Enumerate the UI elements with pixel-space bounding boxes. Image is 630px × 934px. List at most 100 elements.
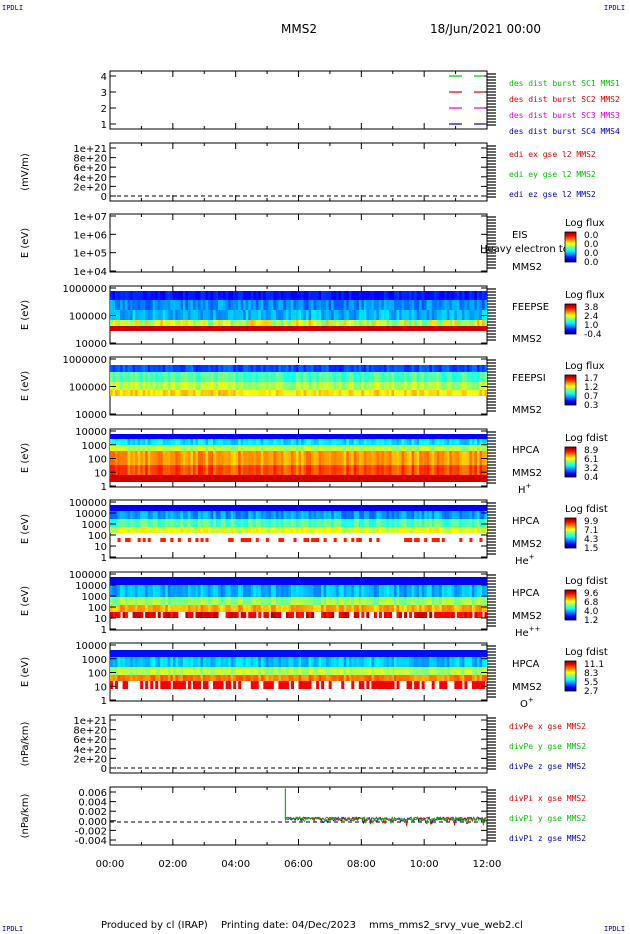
spectrogram-cell: [373, 650, 377, 657]
spectrogram-cell: [253, 465, 257, 475]
spectrogram-cell: [351, 382, 355, 390]
spectrogram-cell: [416, 434, 420, 439]
spectrogram-cell: [165, 650, 169, 657]
spectrogram-cell: [416, 465, 420, 475]
spectrogram-cell: [243, 511, 247, 519]
spectrogram-cell: [190, 519, 194, 527]
spectrogram-cell: [368, 382, 372, 390]
spectrogram-cell: [411, 667, 415, 675]
spectrogram-cell: [313, 585, 317, 597]
spectrogram-cell: [383, 439, 387, 445]
spectrogram-cell: [192, 527, 196, 533]
spectrogram-cell: [295, 439, 299, 445]
spectrogram-cell: [419, 465, 423, 475]
spectrogram-cell: [466, 365, 470, 372]
spectrogram-cell: [215, 527, 219, 533]
spectrogram-cell: [132, 650, 136, 657]
spectrogram-cell: [255, 605, 259, 612]
spectrogram-cell: [394, 675, 398, 681]
spectrogram-cell: [120, 505, 124, 511]
spectrogram-cell: [394, 465, 398, 475]
spectrogram-cell: [167, 320, 171, 326]
spectrogram-cell: [479, 650, 483, 657]
spectrogram-cell: [396, 597, 400, 605]
spectrogram-cell: [328, 597, 332, 605]
spectrogram-cell: [466, 511, 470, 519]
spectrogram-cell: [208, 605, 212, 612]
spectrogram-cell: [464, 612, 468, 618]
spectrogram-cell: [220, 434, 224, 439]
spectrogram-cell: [363, 519, 367, 527]
spectrogram-cell: [298, 434, 302, 439]
spectrogram-cell: [358, 445, 362, 451]
spectrogram-cell: [353, 434, 357, 439]
spectrogram-cell: [444, 365, 448, 372]
spectrogram-cell: [117, 465, 121, 475]
spectrogram-cell: [361, 434, 365, 439]
spectrogram-cell: [416, 605, 420, 612]
spectrogram-cell: [167, 612, 171, 618]
spectrogram-cell: [376, 451, 380, 465]
corner-tag-top-left: IPDLI: [2, 4, 24, 12]
spectrogram-cell: [306, 577, 310, 585]
spectrogram-cell: [160, 605, 164, 612]
spectrogram-cell: [416, 445, 420, 451]
spectrogram-cell: [301, 505, 305, 511]
spectrogram-cell: [265, 597, 269, 605]
spectrogram-cell: [303, 527, 307, 533]
spectrogram-cell: [147, 667, 151, 675]
spectrogram-cell: [464, 310, 468, 320]
spectrogram-cell: [218, 372, 222, 382]
spectrogram-cell: [130, 465, 134, 475]
spectrogram-cell: [318, 310, 322, 320]
spectrogram-cell: [278, 382, 282, 390]
spectrogram-cell: [258, 451, 262, 465]
spectrogram-cell: [414, 538, 418, 542]
spectrogram-cell: [142, 451, 146, 465]
spectrogram-cell: [240, 667, 244, 675]
spectrogram-cell: [218, 650, 222, 657]
spectrogram-cell: [170, 519, 174, 527]
spectrogram-cell: [411, 577, 415, 585]
spectrogram-cell: [401, 365, 405, 372]
spectrogram-cell: [238, 657, 242, 667]
spectrogram-cell: [323, 372, 327, 382]
spectrogram-cell: [250, 505, 254, 511]
spectrogram-cell: [110, 605, 114, 612]
spectrogram-cell: [444, 326, 448, 331]
spectrogram-cell: [464, 585, 468, 597]
spectrogram-cell: [270, 365, 274, 372]
spacecraft-label: MMS2: [512, 334, 542, 345]
spectrogram-cell: [170, 300, 174, 310]
spectrogram-cell: [328, 300, 332, 310]
spectrogram-cell: [424, 597, 428, 605]
spectrogram-cell: [130, 585, 134, 597]
spectrogram-cell: [278, 434, 282, 439]
spectrogram-cell: [187, 527, 191, 533]
spectrogram-cell: [122, 310, 126, 320]
spectrogram-cell: [368, 320, 372, 326]
spectrogram-cell: [394, 451, 398, 465]
spectrogram-cell: [150, 577, 154, 585]
spectrogram-cell: [353, 650, 357, 657]
spectrogram-cell: [253, 439, 257, 445]
spectrogram-cell: [391, 667, 395, 675]
spectrogram-cell: [326, 505, 330, 511]
spectrogram-cell: [341, 505, 345, 511]
spectrogram-cell: [419, 300, 423, 310]
spectrogram-cell: [409, 612, 413, 618]
spectrogram-cell: [386, 451, 390, 465]
spectrogram-cell: [376, 382, 380, 390]
spectrogram-cell: [481, 300, 485, 310]
spectrogram-cell: [197, 577, 201, 585]
spectrogram-cell: [120, 326, 124, 331]
spectrogram-cell: [172, 657, 176, 667]
spectrogram-cell: [326, 585, 330, 597]
spectrogram-cell: [288, 451, 292, 465]
spectrogram-cell: [301, 519, 305, 527]
spectrogram-cell: [117, 475, 121, 482]
spectrogram-cell: [346, 657, 350, 667]
spectrogram-cell: [280, 605, 284, 612]
spectrogram-cell: [152, 465, 156, 475]
spectrogram-cell: [326, 675, 330, 681]
